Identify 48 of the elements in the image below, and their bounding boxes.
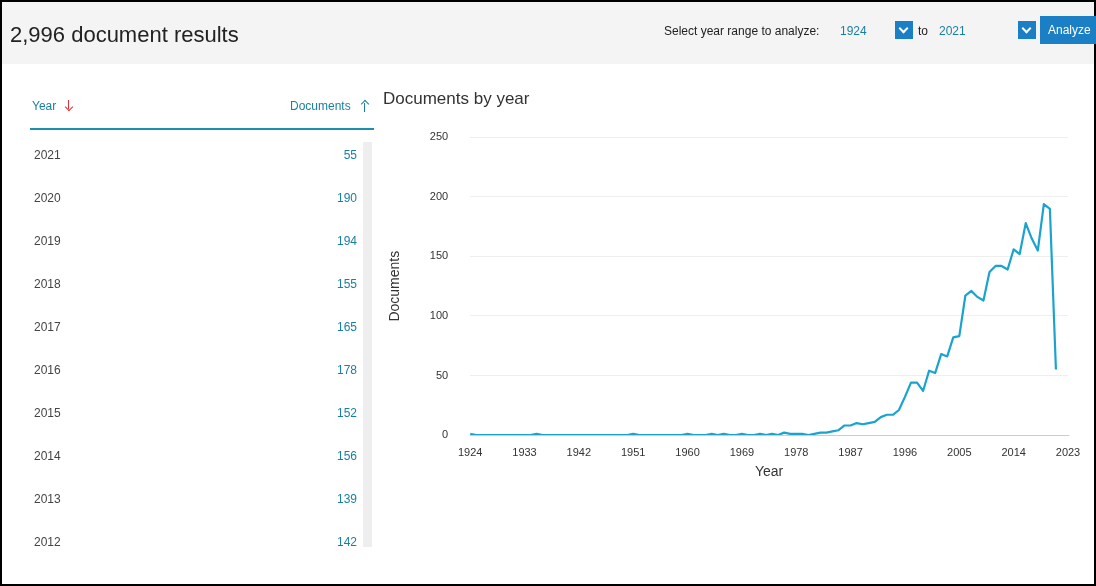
x-tick-label: 1924 bbox=[457, 445, 483, 458]
y-axis-title: Documents bbox=[386, 250, 403, 322]
text: 2020 bbox=[34, 191, 61, 205]
y-tick-label: 200 bbox=[429, 189, 449, 202]
x-tick-label: 2023 bbox=[1055, 445, 1081, 458]
text: 2012 bbox=[34, 535, 61, 549]
x-tick-label: 1969 bbox=[729, 445, 755, 458]
text: 2019 bbox=[34, 234, 61, 248]
y-tick-label: 50 bbox=[435, 368, 449, 381]
text: 2021 bbox=[34, 148, 61, 162]
text: 190 bbox=[336, 191, 357, 205]
x-tick-label: 1960 bbox=[675, 445, 700, 458]
x-tick-label: 1987 bbox=[838, 445, 863, 458]
text: Select year range to analyze: bbox=[664, 24, 820, 38]
text: 194 bbox=[336, 234, 357, 248]
text: 155 bbox=[336, 277, 357, 291]
y-tick-label: 150 bbox=[429, 249, 449, 262]
y-tick-label: 250 bbox=[429, 130, 449, 143]
text: 139 bbox=[336, 492, 357, 506]
x-tick-label: 1942 bbox=[566, 445, 592, 458]
x-tick-label: 1996 bbox=[892, 445, 918, 458]
text: 2016 bbox=[34, 363, 61, 377]
text: Documents bbox=[290, 99, 351, 113]
x-tick-label: 1933 bbox=[512, 445, 537, 458]
chart-title: Documents by year bbox=[383, 88, 530, 108]
text: Analyze bbox=[1040, 16, 1096, 44]
text: 55 bbox=[343, 148, 357, 162]
text: 165 bbox=[336, 320, 357, 334]
x-tick-label: 1951 bbox=[620, 445, 646, 458]
text: 142 bbox=[336, 535, 357, 549]
text: 156 bbox=[336, 449, 357, 463]
x-tick-label: 2014 bbox=[1001, 445, 1026, 458]
text: 2013 bbox=[34, 492, 61, 506]
text: 152 bbox=[336, 406, 357, 420]
text: 2017 bbox=[34, 320, 61, 334]
text: 2018 bbox=[34, 277, 61, 291]
text: 178 bbox=[336, 363, 357, 377]
text: 1924 bbox=[840, 24, 867, 38]
text: 2015 bbox=[34, 406, 61, 420]
x-axis-title: Year bbox=[754, 463, 784, 480]
text: to bbox=[918, 24, 929, 38]
text: 2,996 document results bbox=[10, 22, 239, 48]
text: Year bbox=[32, 99, 57, 113]
y-tick-label: 100 bbox=[429, 308, 449, 321]
x-tick-label: 1978 bbox=[784, 445, 809, 458]
y-tick-label: 0 bbox=[442, 428, 449, 441]
text: 2021 bbox=[939, 24, 966, 38]
x-tick-label: 2005 bbox=[947, 445, 972, 458]
